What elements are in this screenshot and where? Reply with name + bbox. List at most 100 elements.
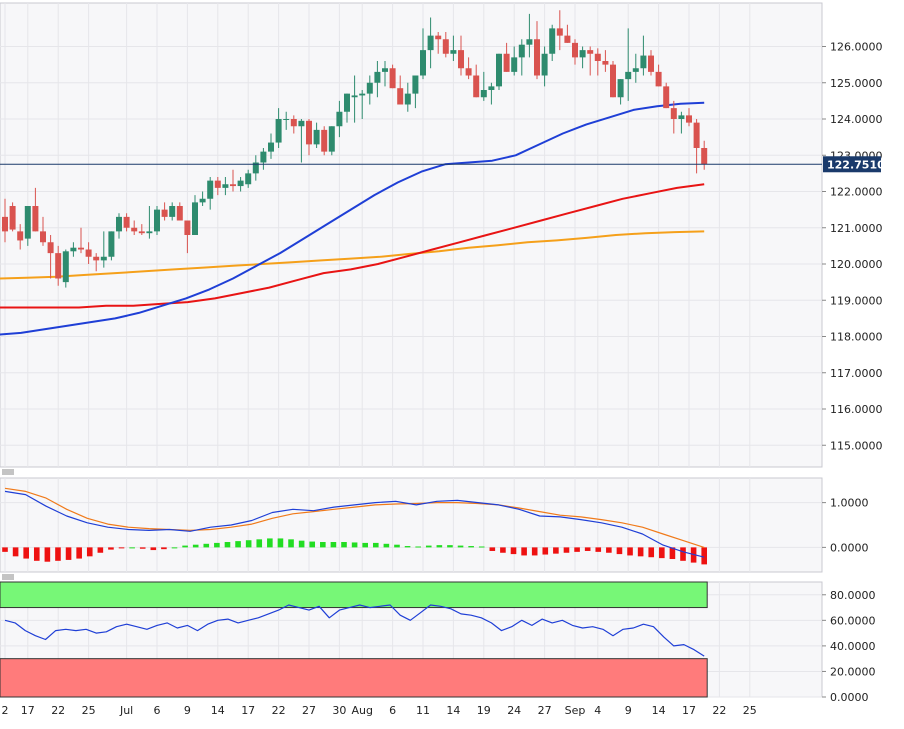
date-tick-label: 22 [712, 704, 726, 717]
macd-bar [531, 547, 538, 556]
candle [268, 133, 274, 159]
macd-bar [76, 547, 82, 559]
sma-slow-path [0, 230, 705, 280]
candle-body [526, 39, 533, 45]
candle-body [435, 35, 442, 40]
date-tick-label: 27 [538, 704, 552, 717]
candle [526, 13, 533, 58]
date-axis: 2 17 22 25 Jul 6 9 14 17 22 27 30 Aug 6 11 14 19 24 27 Sep 4… [2, 704, 757, 717]
candle [655, 64, 662, 87]
date-tick-label: 24 [507, 704, 521, 717]
candle-body [572, 42, 578, 58]
candle-body [518, 44, 525, 58]
macd-bar [637, 547, 644, 557]
macd-bar [394, 544, 400, 548]
candle-body [366, 82, 373, 94]
panel-resize-handle-macd[interactable] [2, 469, 14, 475]
macd-bar [330, 542, 337, 548]
macd-bar [648, 547, 655, 558]
candle [579, 46, 586, 69]
macd-bar [320, 542, 326, 548]
candle-body [450, 50, 457, 54]
candle-body [154, 209, 160, 232]
axis-tick-label: 115.0000 [830, 439, 883, 452]
date-tick-label: Jul [119, 704, 133, 717]
candle [420, 28, 426, 80]
candle [496, 53, 502, 90]
macd-bar [341, 542, 347, 548]
date-tick-label: Aug [351, 704, 372, 717]
candle-body [283, 119, 290, 120]
macd-lines [4, 487, 705, 558]
candle-body [298, 120, 305, 127]
candle-body [138, 231, 145, 234]
macd-bar [267, 538, 273, 548]
candle [382, 61, 388, 87]
macd-bar [595, 547, 602, 552]
price-panel[interactable]: 126.0000125.0000124.0000123.0000122.0000… [0, 2, 885, 468]
candle-body [663, 86, 670, 109]
candle-body [693, 122, 700, 148]
date-tick-label: 6 [154, 704, 161, 717]
candle [169, 202, 176, 221]
candle [640, 35, 647, 76]
sma-fast-line [0, 101, 705, 336]
candle-body [146, 231, 153, 234]
macd-bar [489, 547, 496, 551]
macd-bar [203, 543, 210, 548]
price-grid [0, 3, 822, 467]
macd-bar [425, 545, 432, 548]
candle-body [214, 180, 221, 188]
sma-slow-line [0, 230, 705, 280]
date-tick-label: 19 [477, 704, 491, 717]
candle [192, 195, 198, 235]
candle-body [397, 88, 404, 105]
rsi-line [4, 604, 705, 657]
candle [503, 42, 510, 72]
candle [458, 35, 464, 76]
candle [154, 206, 160, 235]
date-tick-label: 6 [389, 704, 396, 717]
last-price-tag-label: 122.7510 [827, 158, 885, 171]
candle-body [686, 115, 692, 123]
candle [663, 82, 670, 109]
macd-bar [139, 547, 146, 549]
macd-bar [510, 547, 517, 555]
candle-body [47, 242, 54, 254]
macd-panel[interactable]: 1.0000 0.0000 [0, 469, 869, 573]
axis-tick-label: 20.0000 [830, 665, 876, 678]
macd-bar [298, 540, 305, 548]
macd-bar [44, 547, 51, 562]
candle [275, 108, 282, 148]
rsi-panel[interactable]: 80.0000 60.0000 40.0000 20.0000 0.0000 [0, 574, 876, 704]
panel-resize-handle-rsi[interactable] [2, 574, 14, 580]
axis-tick-label: 1.0000 [830, 497, 869, 510]
candle [480, 71, 487, 101]
candle [389, 64, 396, 89]
candle [146, 206, 153, 239]
axis-tick-label: 0.0000 [830, 691, 869, 704]
macd-bar [23, 547, 29, 559]
axis-tick-label: 40.0000 [830, 640, 876, 653]
macd-bar [192, 544, 199, 548]
candle [184, 220, 191, 254]
rsi-path [4, 604, 705, 657]
candle [176, 202, 183, 221]
candle [55, 245, 62, 286]
candle-body [230, 184, 236, 187]
axis-tick-label: 118.0000 [830, 331, 883, 344]
candle-body [260, 151, 267, 163]
candle [207, 177, 214, 210]
candle [488, 82, 495, 105]
candle [625, 28, 632, 101]
macd-bar [362, 542, 368, 548]
candle-body [245, 173, 252, 185]
candle [214, 177, 221, 196]
candle-body [564, 35, 571, 43]
date-tick-label: 14 [211, 704, 225, 717]
macd-bar [309, 541, 316, 548]
macd-bar [214, 542, 220, 548]
macd-bar [65, 547, 72, 560]
date-tick-label: 22 [51, 704, 65, 717]
macd-bar [563, 547, 570, 553]
